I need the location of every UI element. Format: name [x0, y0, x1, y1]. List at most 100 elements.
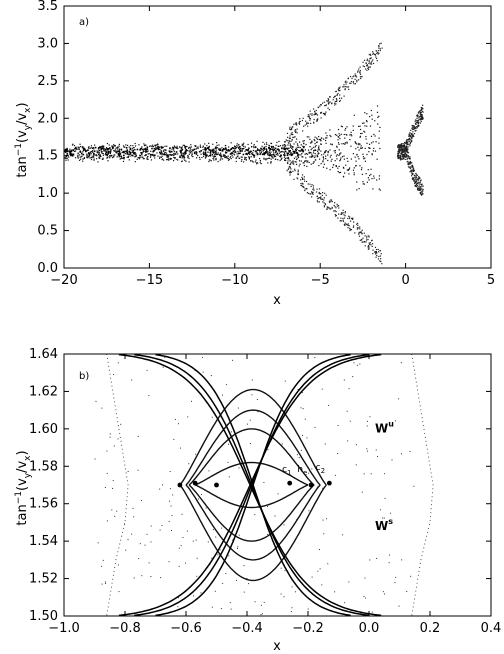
panel-a-lobe-point: [343, 217, 346, 219]
panel-a-band-point: [69, 148, 71, 150]
panel-a-band-point: [363, 122, 365, 124]
panel-b-background-point: [162, 366, 164, 368]
panel-b-x-tick-label: −0.4: [231, 621, 263, 636]
panel-a-band-point: [372, 188, 374, 190]
panel-b-background-point: [170, 505, 172, 507]
panel-b-background-point: [302, 434, 304, 436]
panel-a-core-point: [213, 152, 215, 154]
panel-a-core-point: [219, 148, 222, 150]
panel-a-lobe-point: [368, 247, 370, 249]
panel-a-band-point: [363, 130, 365, 132]
panel-a-band-point: [101, 152, 103, 154]
panel-a-band-point: [364, 131, 366, 133]
panel-a-lobe-point: [312, 191, 314, 193]
panel-b-background-point: [161, 525, 163, 527]
panel-a-lobe-point: [403, 151, 405, 153]
panel-a-band-point: [158, 157, 161, 159]
panel-a-lobe-point: [331, 200, 333, 203]
panel-a-band-point: [211, 153, 214, 155]
panel-a-lobe-point: [420, 112, 422, 115]
panel-a-band-point: [122, 145, 125, 147]
panel-a-lobe-point: [325, 104, 327, 106]
panel-a-lobe-point: [303, 125, 305, 127]
panel-a-lobe-point: [368, 235, 370, 237]
panel-a-lobe-point: [348, 88, 350, 90]
panel-b-lobe-lower: [188, 484, 315, 542]
panel-b-background-point: [164, 356, 166, 358]
panel-b-background-point: [382, 517, 384, 519]
panel-b-background-point: [291, 607, 293, 609]
panel-a-core-point: [209, 154, 212, 157]
panel-a-lobe-point: [417, 122, 420, 124]
panel-a-core-point: [246, 152, 248, 155]
panel-a-core-point: [283, 154, 286, 157]
panel-b-fixed-point: [326, 480, 332, 486]
panel-b-background-point: [344, 602, 346, 604]
panel-a-lobe-point: [410, 166, 412, 168]
panel-a-band-point: [157, 143, 159, 145]
panel-a-lobe-point: [352, 81, 354, 83]
panel-b-annotation-c: c2: [316, 463, 325, 475]
panel-a-lobe-point: [347, 77, 349, 80]
panel-a-band-point: [147, 156, 149, 158]
panel-b-background-point: [238, 534, 240, 536]
panel-b-background-point: [215, 536, 217, 538]
panel-a-band-point: [354, 156, 356, 158]
panel-a-lobe-point: [359, 226, 361, 228]
panel-a-band-point: [302, 156, 304, 158]
panel-a-band-point: [330, 160, 332, 162]
panel-a-lobe-point: [398, 147, 400, 149]
panel-b-background-point: [104, 486, 106, 488]
panel-a-band-point: [251, 145, 253, 148]
panel-a-lobe-point: [402, 153, 404, 155]
panel-a-lobe-point: [415, 185, 417, 187]
panel-a-core-point: [179, 151, 182, 153]
panel-a-lobe-point: [337, 88, 339, 91]
panel-a-lobe-point: [403, 148, 405, 150]
panel-a-lobe-point: [358, 235, 361, 237]
panel-a-band-point: [102, 145, 104, 147]
panel-b-background-point: [410, 575, 412, 577]
panel-a-lobe-point: [311, 184, 313, 186]
panel-a-lobe-point: [324, 105, 326, 107]
panel-a-band-point: [96, 150, 98, 152]
panel-a-band-point: [313, 146, 315, 148]
panel-a-lobe-point: [339, 94, 341, 96]
panel-a-band-point: [287, 144, 289, 146]
panel-b-background-point: [105, 582, 107, 584]
panel-a-lobe-point: [370, 61, 372, 64]
panel-a-core-point: [232, 150, 235, 153]
panel-a-band-point: [308, 152, 310, 154]
panel-b-background-point: [196, 557, 198, 559]
panel-a-lobe-point: [420, 108, 423, 110]
panel-a-band-point: [140, 152, 142, 154]
panel-b-background-point: [388, 554, 390, 556]
panel-a-lobe-point: [356, 81, 358, 83]
panel-a-core-point: [125, 146, 128, 149]
panel-a-core-point: [286, 154, 289, 157]
panel-a-band-point: [112, 156, 115, 158]
panel-a-lobe-point: [422, 188, 424, 191]
panel-a-lobe-point: [412, 178, 414, 181]
panel-a-band-point: [130, 144, 132, 147]
panel-b-stable-manifold: [118, 354, 382, 616]
panel-a-core-point: [237, 152, 240, 155]
panel-a-lobe-point: [418, 186, 420, 188]
panel-a-lobe-point: [417, 114, 419, 116]
panel-a-lobe-point: [331, 207, 333, 210]
panel-a-core-point: [69, 151, 71, 153]
panel-a-lobe-point: [419, 118, 422, 120]
panel-b-background-point: [243, 565, 245, 567]
panel-a-lobe-point: [406, 154, 408, 156]
panel-a-lobe-point: [303, 186, 305, 188]
panel-a-band-point: [218, 153, 220, 155]
panel-b-background-point: [366, 425, 368, 427]
panel-a-band-point: [182, 154, 184, 157]
panel-a-band-point: [235, 146, 238, 149]
panel-a-lobe-point: [377, 50, 379, 52]
panel-a-band-point: [334, 152, 336, 154]
panel-a-lobe-point: [342, 220, 345, 222]
panel-a-band-point: [336, 145, 338, 147]
panel-a-band-point: [189, 147, 192, 149]
panel-a-lobe-point: [375, 57, 378, 60]
